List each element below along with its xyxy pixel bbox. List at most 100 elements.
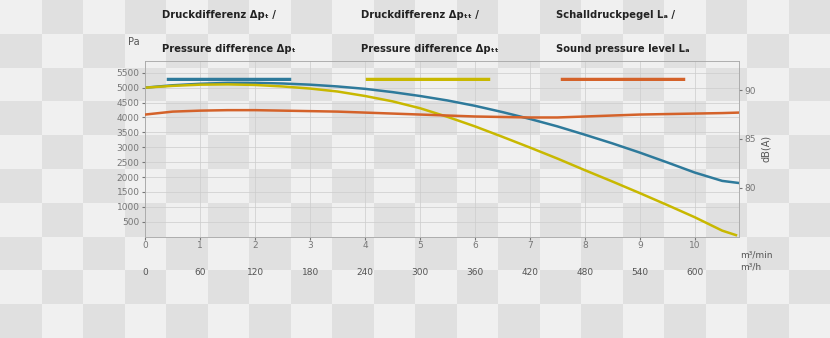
Bar (83, 237, 124, 270)
Bar (124, 203, 166, 237)
Bar (581, 270, 622, 304)
Bar (290, 68, 332, 101)
Bar (374, 34, 415, 68)
Bar (788, 135, 830, 169)
Bar (208, 68, 249, 101)
Bar (581, 169, 622, 203)
Bar (415, 203, 457, 237)
Bar (415, 135, 457, 169)
Bar (42, 68, 83, 101)
Text: Pressure difference Δpₜ: Pressure difference Δpₜ (162, 44, 295, 54)
Bar (249, 203, 290, 237)
Bar (332, 34, 374, 68)
Bar (374, 203, 415, 237)
Bar (622, 68, 664, 101)
Bar (166, 0, 208, 34)
Bar (622, 135, 664, 169)
Bar (166, 34, 208, 68)
Bar (290, 0, 332, 34)
Bar (0, 101, 42, 135)
Bar (498, 68, 540, 101)
Bar (788, 101, 830, 135)
Bar (374, 101, 415, 135)
Bar (208, 169, 249, 203)
Bar (290, 237, 332, 270)
Bar (581, 0, 622, 34)
Bar (0, 270, 42, 304)
Bar (332, 203, 374, 237)
Bar (374, 169, 415, 203)
Bar (498, 34, 540, 68)
Bar (540, 304, 581, 338)
Bar (0, 304, 42, 338)
Bar (124, 135, 166, 169)
Bar (42, 101, 83, 135)
Text: m³/h: m³/h (740, 262, 762, 271)
Bar (664, 169, 706, 203)
Bar (457, 135, 498, 169)
Bar (83, 0, 124, 34)
Bar (249, 169, 290, 203)
Bar (498, 237, 540, 270)
Bar (581, 135, 622, 169)
Text: Druckdifferenz Δpₜₜ /: Druckdifferenz Δpₜₜ / (361, 10, 479, 20)
Bar (706, 0, 747, 34)
Bar (249, 101, 290, 135)
Bar (747, 101, 788, 135)
Bar (374, 304, 415, 338)
Bar (374, 237, 415, 270)
Bar (415, 34, 457, 68)
Bar (457, 68, 498, 101)
Bar (124, 237, 166, 270)
Bar (166, 135, 208, 169)
Bar (788, 0, 830, 34)
Bar (664, 135, 706, 169)
Bar (83, 270, 124, 304)
Bar (249, 304, 290, 338)
Bar (664, 203, 706, 237)
Bar (706, 34, 747, 68)
Bar (498, 270, 540, 304)
Bar (208, 34, 249, 68)
Bar (788, 68, 830, 101)
Bar (332, 304, 374, 338)
Bar (415, 101, 457, 135)
Text: Schalldruckpegel Lₐ /: Schalldruckpegel Lₐ / (556, 10, 675, 20)
Bar (540, 68, 581, 101)
Bar (581, 101, 622, 135)
Text: Pa: Pa (128, 37, 139, 47)
Text: Pressure difference Δpₜₜ: Pressure difference Δpₜₜ (361, 44, 499, 54)
Bar (622, 0, 664, 34)
Bar (540, 34, 581, 68)
Bar (540, 270, 581, 304)
Bar (788, 34, 830, 68)
Bar (498, 169, 540, 203)
Bar (747, 0, 788, 34)
Bar (42, 203, 83, 237)
Bar (581, 203, 622, 237)
Bar (332, 270, 374, 304)
Text: Sound pressure level Lₐ: Sound pressure level Lₐ (556, 44, 690, 54)
Bar (42, 169, 83, 203)
Bar (540, 0, 581, 34)
Bar (498, 304, 540, 338)
Bar (415, 0, 457, 34)
Bar (208, 135, 249, 169)
Bar (664, 304, 706, 338)
Text: m³/min: m³/min (740, 251, 773, 260)
Bar (208, 237, 249, 270)
Bar (124, 304, 166, 338)
Bar (290, 203, 332, 237)
Bar (457, 304, 498, 338)
Bar (415, 237, 457, 270)
Bar (415, 270, 457, 304)
Bar (747, 169, 788, 203)
Bar (249, 270, 290, 304)
Bar (581, 304, 622, 338)
Bar (540, 237, 581, 270)
Bar (0, 68, 42, 101)
Bar (124, 270, 166, 304)
Bar (0, 169, 42, 203)
Y-axis label: dB(A): dB(A) (761, 135, 771, 162)
Bar (664, 101, 706, 135)
